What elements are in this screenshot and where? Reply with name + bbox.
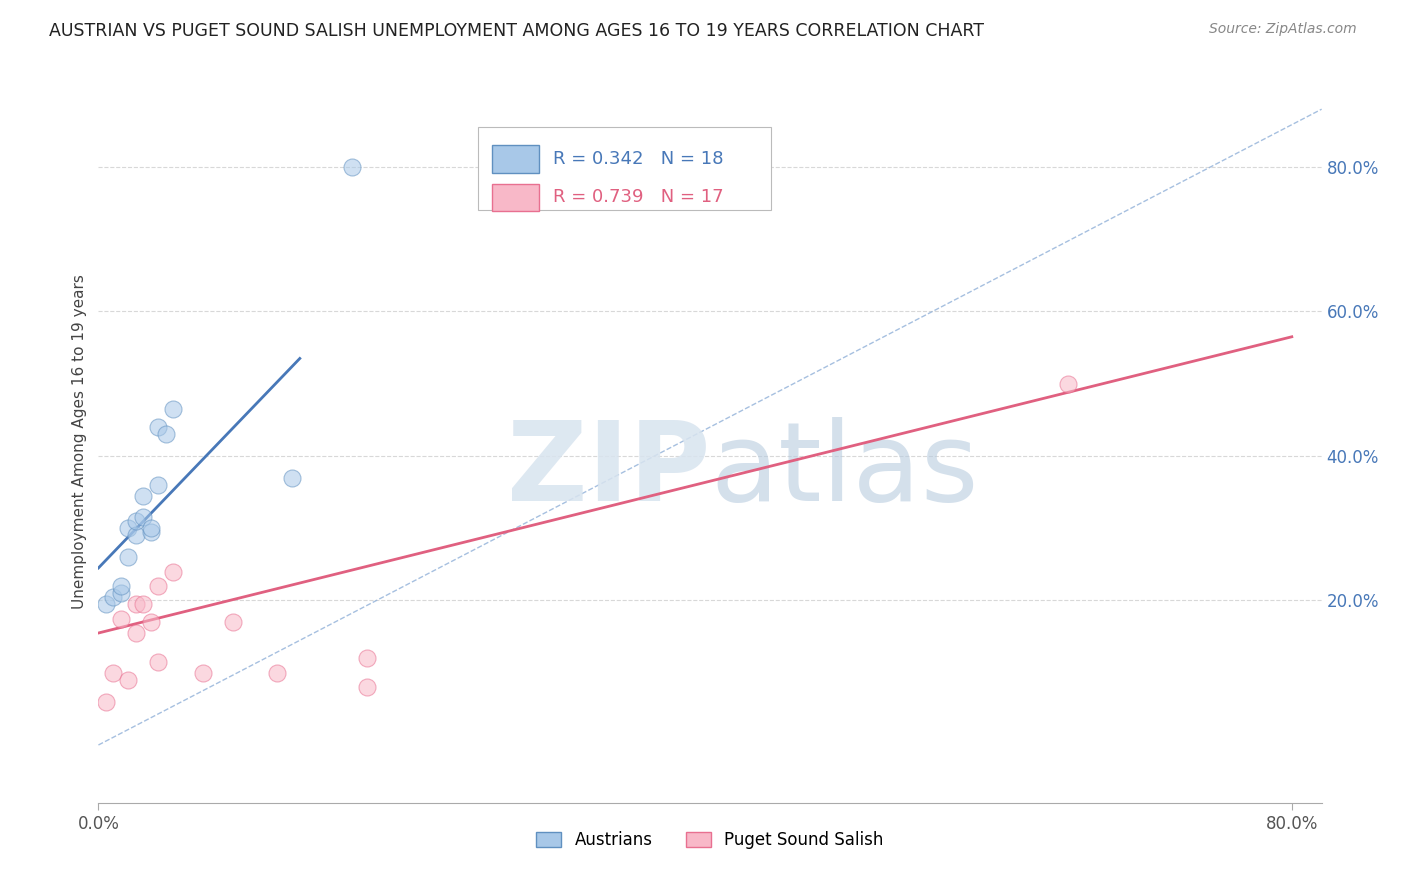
FancyBboxPatch shape <box>492 145 538 173</box>
Text: R = 0.342   N = 18: R = 0.342 N = 18 <box>554 150 724 168</box>
Point <box>139 615 162 630</box>
Point <box>266 665 288 680</box>
Point <box>146 655 169 669</box>
Point <box>132 597 155 611</box>
Point <box>125 597 148 611</box>
Point <box>340 160 363 174</box>
Point <box>117 673 139 687</box>
Point <box>281 471 304 485</box>
Point <box>139 524 162 539</box>
Point <box>139 521 162 535</box>
Point <box>117 550 139 565</box>
Point <box>191 665 214 680</box>
Point <box>221 615 243 630</box>
Point <box>125 528 148 542</box>
Point <box>132 489 155 503</box>
Point <box>110 586 132 600</box>
Point <box>94 695 117 709</box>
Point <box>1057 376 1080 391</box>
Point <box>146 420 169 434</box>
Point <box>146 579 169 593</box>
Text: atlas: atlas <box>710 417 979 524</box>
Point <box>110 579 132 593</box>
Text: AUSTRIAN VS PUGET SOUND SALISH UNEMPLOYMENT AMONG AGES 16 TO 19 YEARS CORRELATIO: AUSTRIAN VS PUGET SOUND SALISH UNEMPLOYM… <box>49 22 984 40</box>
FancyBboxPatch shape <box>492 184 538 211</box>
Point <box>94 597 117 611</box>
Point <box>117 521 139 535</box>
Text: R = 0.739   N = 17: R = 0.739 N = 17 <box>554 188 724 206</box>
Point <box>132 510 155 524</box>
Point <box>162 402 184 417</box>
Text: Source: ZipAtlas.com: Source: ZipAtlas.com <box>1209 22 1357 37</box>
FancyBboxPatch shape <box>478 128 772 211</box>
Point <box>356 651 378 665</box>
Point <box>103 590 125 604</box>
Point <box>155 427 177 442</box>
Point <box>103 665 125 680</box>
Point <box>125 514 148 528</box>
Text: ZIP: ZIP <box>506 417 710 524</box>
Legend: Austrians, Puget Sound Salish: Austrians, Puget Sound Salish <box>530 824 890 856</box>
Point <box>125 626 148 640</box>
Y-axis label: Unemployment Among Ages 16 to 19 years: Unemployment Among Ages 16 to 19 years <box>72 274 87 609</box>
Point <box>356 680 378 694</box>
Point <box>162 565 184 579</box>
Point <box>146 478 169 492</box>
Point <box>110 611 132 625</box>
